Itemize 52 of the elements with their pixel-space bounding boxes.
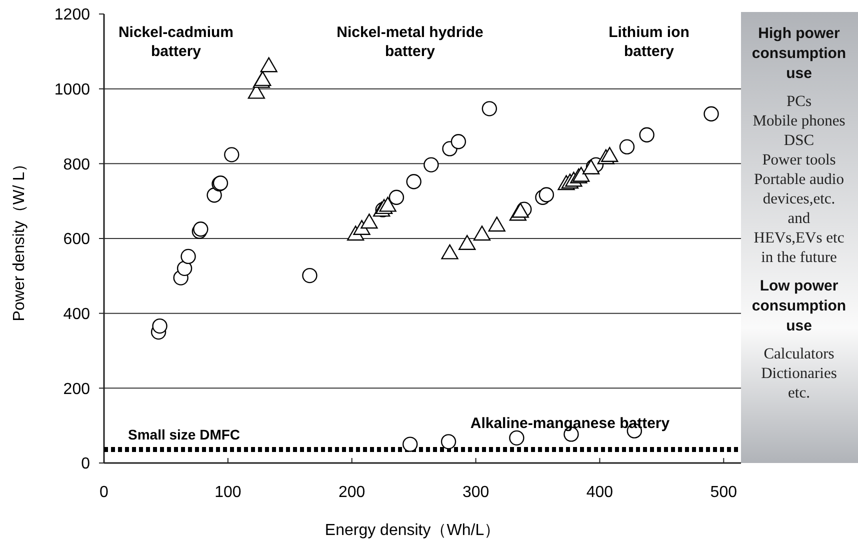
point [152, 318, 168, 334]
point [176, 260, 192, 276]
annotation: Nickel-cadmium battery [118, 24, 234, 60]
y-tick-label: 1200 [54, 6, 90, 24]
point [260, 57, 278, 72]
point [379, 196, 396, 212]
text: High power consumption use [752, 25, 846, 82]
text: Low power consumption use [752, 278, 846, 334]
point [582, 159, 600, 174]
annotation: Nickel-metal hydride battery [336, 24, 484, 60]
point [509, 430, 524, 446]
y-tick-label: 200 [63, 380, 90, 398]
y-axis-title: Power density（W/ L） [11, 156, 28, 322]
text: PCs Mobile phones DSC Power tools Portable audio devices,etc. and HEVs,EVs etc in the future [752, 93, 846, 266]
point [482, 101, 498, 116]
point [440, 434, 456, 450]
point [450, 134, 466, 150]
point [402, 436, 418, 452]
x-tick-label: 100 [214, 484, 242, 501]
point [512, 202, 529, 218]
annotation: Lithium ion battery [608, 24, 690, 60]
point [441, 244, 458, 260]
y-tick-label: 800 [63, 156, 90, 174]
point [424, 157, 439, 172]
point [388, 190, 404, 205]
x-tick-label: 400 [586, 484, 614, 501]
point [619, 139, 635, 154]
y-tick-label: 600 [63, 231, 90, 248]
ref-line-label: Small size DMFC [128, 426, 240, 443]
point [224, 147, 240, 162]
point [704, 106, 719, 122]
y-tick-label: 0 [81, 456, 90, 473]
y-tick-label: 1000 [54, 81, 90, 98]
annotation: Alkaline-manganese battery [470, 415, 670, 432]
point [360, 214, 378, 229]
point [458, 234, 476, 250]
point [406, 174, 422, 190]
x-tick-label: 0 [100, 484, 109, 501]
point [206, 187, 222, 203]
y-tick-label: 400 [63, 306, 90, 323]
point [639, 127, 654, 142]
x-axis-title: Energy density（Wh/L） [324, 522, 500, 539]
point [302, 268, 318, 284]
point [180, 248, 196, 264]
point [601, 147, 618, 162]
point [538, 187, 554, 202]
point [473, 226, 491, 241]
x-tick-label: 500 [710, 484, 738, 501]
text: Calculators Dictionaries etc. [761, 346, 837, 402]
x-tick-label: 200 [338, 484, 366, 501]
point [488, 216, 506, 232]
x-tick-label: 300 [462, 484, 490, 501]
